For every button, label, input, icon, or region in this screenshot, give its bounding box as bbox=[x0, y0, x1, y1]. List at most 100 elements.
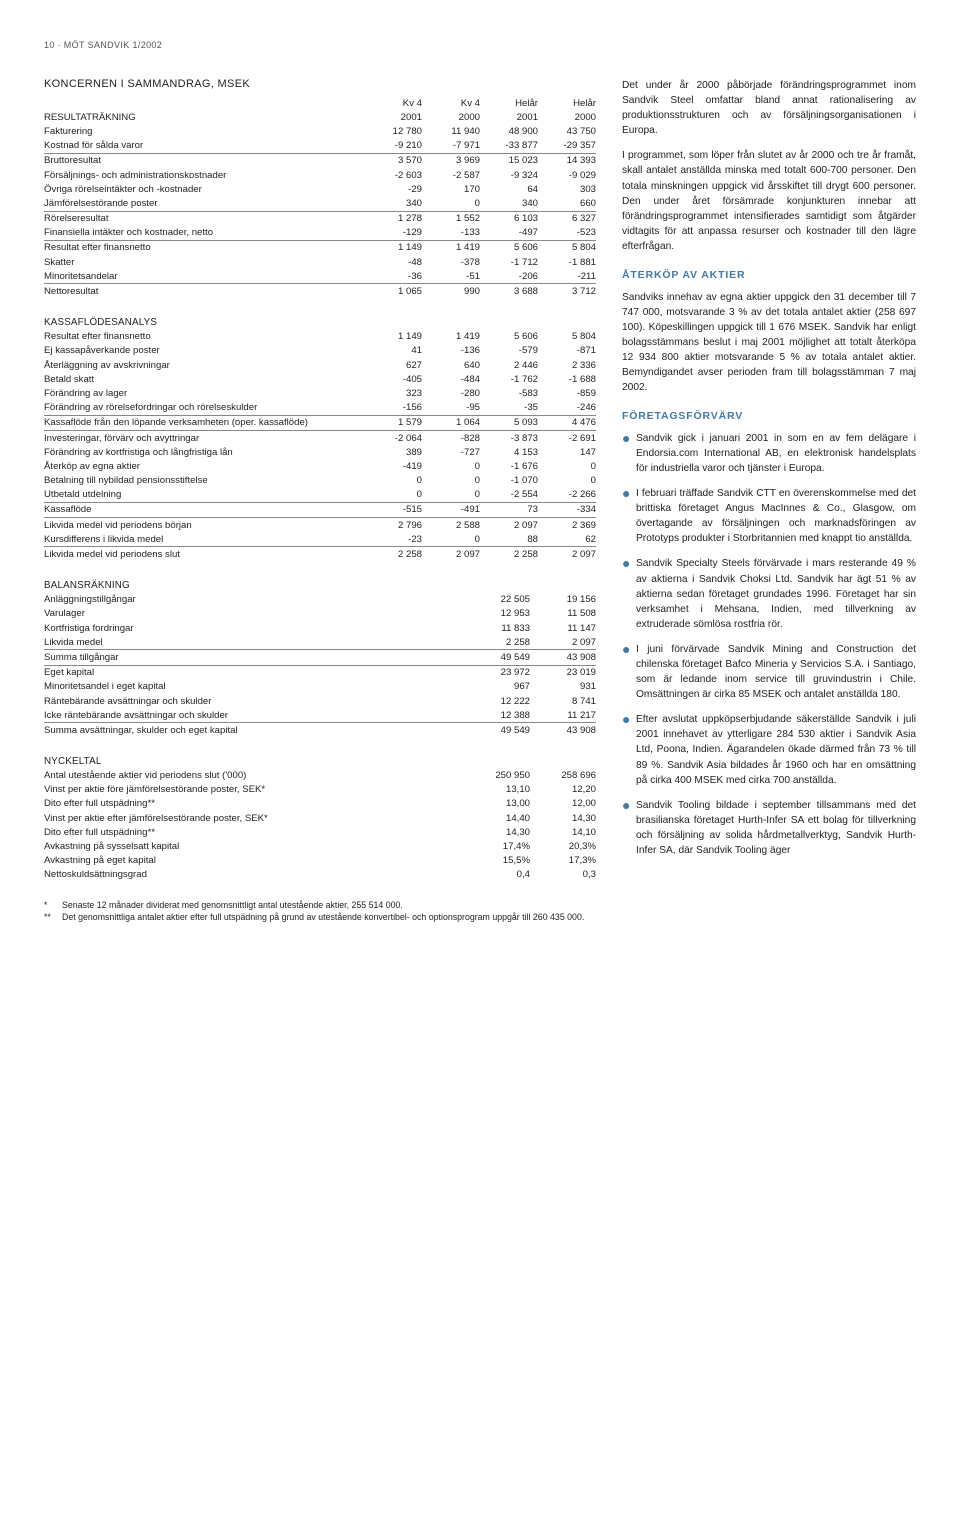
page-header: 10 · MÖT SANDVIK 1/2002 bbox=[44, 40, 916, 50]
bullet-item: ●I juni förvärvade Sandvik Mining and Co… bbox=[622, 642, 916, 702]
table-row: Nettoresultat1 0659903 6883 712 bbox=[44, 284, 596, 299]
row-label-cell: Skatter bbox=[44, 255, 364, 269]
row-value-cell: 147 bbox=[538, 445, 596, 459]
row-label-cell: Anläggningstillgångar bbox=[44, 593, 464, 607]
row-value-cell: 49 549 bbox=[464, 650, 530, 665]
row-value-cell: 2 336 bbox=[538, 358, 596, 372]
table-row: Återköp av egna aktier-4190-1 6760 bbox=[44, 459, 596, 473]
table-row: Betald skatt-405-484-1 762-1 688 bbox=[44, 372, 596, 386]
row-value-cell: -515 bbox=[364, 502, 422, 517]
row-value-cell: -1 688 bbox=[538, 372, 596, 386]
table-row: Försäljnings- och administrationskostnad… bbox=[44, 168, 596, 182]
row-value-cell: 3 712 bbox=[538, 284, 596, 299]
row-value-cell: 660 bbox=[538, 196, 596, 211]
row-value-cell: 2 796 bbox=[364, 518, 422, 533]
table-subheader-cell: 2001 bbox=[480, 110, 538, 124]
bullet-item: ●Sandvik Specialty Steels förvärvade i m… bbox=[622, 556, 916, 631]
row-value-cell: 2 369 bbox=[538, 518, 596, 533]
bullet-dot-icon: ● bbox=[622, 431, 632, 476]
row-label-cell: Kortfristiga fordringar bbox=[44, 621, 464, 635]
row-value-cell: -2 064 bbox=[364, 430, 422, 445]
row-value-cell: -129 bbox=[364, 226, 422, 241]
table-row: Kursdifferens i likvida medel-2308862 bbox=[44, 532, 596, 547]
footnote: **Det genomsnittliga antalet aktier efte… bbox=[44, 912, 596, 924]
row-value-cell: -51 bbox=[422, 269, 480, 284]
financial-table-section: NYCKELTALAntal utestående aktier vid per… bbox=[44, 756, 596, 883]
row-value-cell: -2 587 bbox=[422, 168, 480, 182]
row-value-cell: -95 bbox=[422, 401, 480, 416]
footnote-text: Senaste 12 månader dividerat med genomsn… bbox=[62, 900, 403, 912]
row-value-cell: 0 bbox=[422, 474, 480, 488]
section-heading: FÖRETAGSFÖRVÄRV bbox=[622, 409, 916, 425]
row-value-cell: 15 023 bbox=[480, 153, 538, 168]
table-row: Betalning till nybildad pensionsstiftels… bbox=[44, 474, 596, 488]
row-value-cell: 0,4 bbox=[464, 868, 530, 882]
row-value-cell: 0,3 bbox=[530, 868, 596, 882]
row-label-cell: Ej kassapåverkande poster bbox=[44, 344, 364, 358]
row-value-cell: 389 bbox=[364, 445, 422, 459]
table-row: Nettoskuldsättningsgrad0,40,3 bbox=[44, 868, 596, 882]
row-value-cell: -29 bbox=[364, 182, 422, 196]
row-value-cell: 41 bbox=[364, 344, 422, 358]
bullet-dot-icon: ● bbox=[622, 556, 632, 631]
row-value-cell: -419 bbox=[364, 459, 422, 473]
table-row: Vinst per aktie efter jämförelsestörande… bbox=[44, 811, 596, 825]
row-value-cell: 5 804 bbox=[538, 240, 596, 255]
table-row: Dito efter full utspädning**13,0012,00 bbox=[44, 797, 596, 811]
table-row: Summa tillgångar49 54943 908 bbox=[44, 650, 596, 665]
row-value-cell: 0 bbox=[364, 488, 422, 503]
table-row: Summa avsättningar, skulder och eget kap… bbox=[44, 723, 596, 738]
row-value-cell: 967 bbox=[464, 680, 530, 694]
row-label-cell: Betalning till nybildad pensionsstiftels… bbox=[44, 474, 364, 488]
row-value-cell: 12,20 bbox=[530, 783, 596, 797]
row-value-cell: -2 603 bbox=[364, 168, 422, 182]
row-value-cell: -491 bbox=[422, 502, 480, 517]
row-value-cell: 0 bbox=[422, 459, 480, 473]
row-value-cell: 64 bbox=[480, 182, 538, 196]
table-row: Avkastning på sysselsatt kapital17,4%20,… bbox=[44, 839, 596, 853]
row-label-cell: Nettoresultat bbox=[44, 284, 364, 299]
row-label-cell: Övriga rörelseintäkter och -kostnader bbox=[44, 182, 364, 196]
row-value-cell: -828 bbox=[422, 430, 480, 445]
row-value-cell: 11 147 bbox=[530, 621, 596, 635]
row-value-cell: -2 691 bbox=[538, 430, 596, 445]
table-row: Kortfristiga fordringar11 83311 147 bbox=[44, 621, 596, 635]
row-value-cell: 12 780 bbox=[364, 124, 422, 138]
row-value-cell: 340 bbox=[480, 196, 538, 211]
row-value-cell: -579 bbox=[480, 344, 538, 358]
financial-table: Kv 4Kv 4HelårHelårRESULTATRÄKNING2001200… bbox=[44, 96, 596, 299]
row-value-cell: 1 064 bbox=[422, 415, 480, 430]
row-label-cell: Förändring av rörelsefordringar och röre… bbox=[44, 401, 364, 416]
row-value-cell: -48 bbox=[364, 255, 422, 269]
table-row: Resultat efter finansnetto1 1491 4195 60… bbox=[44, 330, 596, 344]
row-value-cell: 14,30 bbox=[464, 825, 530, 839]
bullet-text: Sandvik Specialty Steels förvärvade i ma… bbox=[636, 556, 916, 631]
financial-table-section: KASSAFLÖDESANALYSResultat efter finansne… bbox=[44, 317, 596, 562]
row-value-cell: 0 bbox=[422, 196, 480, 211]
row-value-cell: 303 bbox=[538, 182, 596, 196]
row-value-cell: 15,5% bbox=[464, 854, 530, 868]
footnote: *Senaste 12 månader dividerat med genoms… bbox=[44, 900, 596, 912]
row-value-cell: 2 446 bbox=[480, 358, 538, 372]
table-row: Likvida medel2 2582 097 bbox=[44, 635, 596, 650]
row-label-cell: Försäljnings- och administrationskostnad… bbox=[44, 168, 364, 182]
table-row: Återläggning av avskrivningar6276402 446… bbox=[44, 358, 596, 372]
row-value-cell: 19 156 bbox=[530, 593, 596, 607]
row-label-cell: Varulager bbox=[44, 607, 464, 621]
row-label-cell: Förändring av kortfristiga och långfrist… bbox=[44, 445, 364, 459]
right-column: Det under år 2000 påbörjade förändringsp… bbox=[622, 78, 916, 924]
row-label-cell: Eget kapital bbox=[44, 665, 464, 680]
bullet-item: ●Sandvik gick i januari 2001 in som en a… bbox=[622, 431, 916, 476]
row-value-cell: 0 bbox=[538, 474, 596, 488]
row-value-cell: 62 bbox=[538, 532, 596, 547]
row-value-cell: 13,00 bbox=[464, 797, 530, 811]
row-value-cell: 43 908 bbox=[530, 723, 596, 738]
row-value-cell: 17,4% bbox=[464, 839, 530, 853]
row-label-cell: Utbetald utdelning bbox=[44, 488, 364, 503]
table-row: Förändring av rörelsefordringar och röre… bbox=[44, 401, 596, 416]
table-row: Ej kassapåverkande poster41-136-579-871 bbox=[44, 344, 596, 358]
row-label-cell: Nettoskuldsättningsgrad bbox=[44, 868, 464, 882]
row-value-cell: 12,00 bbox=[530, 797, 596, 811]
table-row: Dito efter full utspädning**14,3014,10 bbox=[44, 825, 596, 839]
row-value-cell: 14,30 bbox=[530, 811, 596, 825]
